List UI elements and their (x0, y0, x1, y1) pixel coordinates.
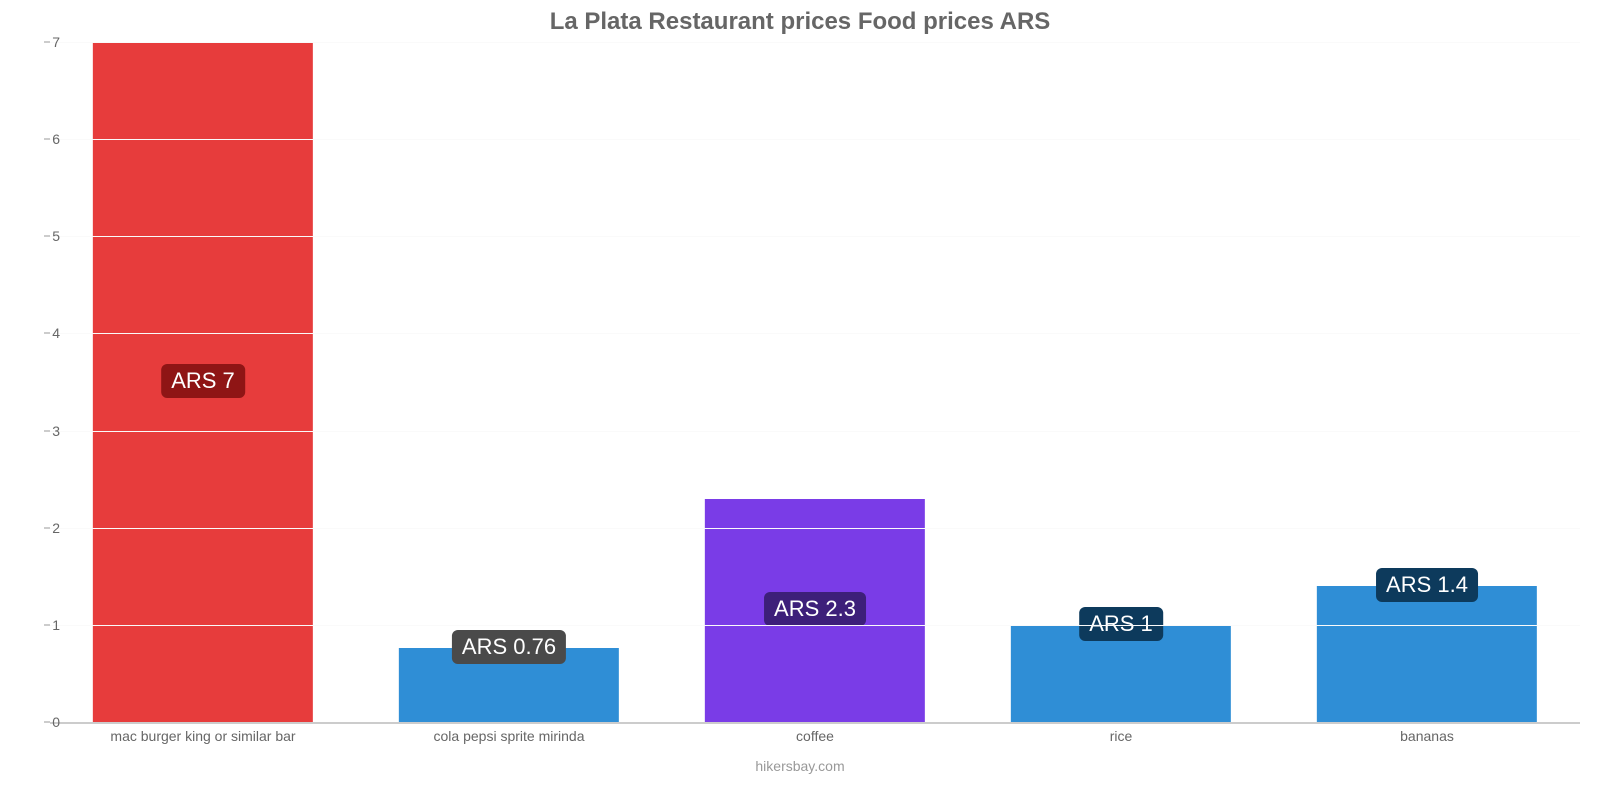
chart-title: La Plata Restaurant prices Food prices A… (0, 8, 1600, 36)
bar-slot: ARS 7 (50, 42, 356, 722)
grid-line (50, 236, 1580, 237)
grid-line (50, 431, 1580, 432)
grid-line (50, 333, 1580, 334)
grid-line (50, 139, 1580, 140)
x-tick-label: mac burger king or similar bar (50, 728, 356, 744)
bar-slot: ARS 2.3 (662, 42, 968, 722)
grid-line (50, 528, 1580, 529)
x-tick-label: cola pepsi sprite mirinda (356, 728, 662, 744)
bar-value-label: ARS 7 (161, 364, 245, 398)
x-tick-label: bananas (1274, 728, 1580, 744)
x-axis-labels: mac burger king or similar barcola pepsi… (50, 728, 1580, 744)
bar-slot: ARS 1.4 (1274, 42, 1580, 722)
y-tick-label: 2 (20, 520, 60, 536)
bar (1317, 586, 1537, 722)
y-tick-label: 4 (20, 325, 60, 341)
y-tick-label: 1 (20, 617, 60, 633)
grid-line (50, 722, 1580, 724)
bars-container: ARS 7 ARS 0.76 ARS 2.3 ARS 1 ARS 1.4 (50, 42, 1580, 722)
bar-chart: La Plata Restaurant prices Food prices A… (0, 0, 1600, 800)
bar-value-label: ARS 0.76 (452, 630, 566, 664)
grid-line (50, 625, 1580, 626)
x-tick-label: rice (968, 728, 1274, 744)
y-tick-label: 0 (20, 714, 60, 730)
plot-area: ARS 7 ARS 0.76 ARS 2.3 ARS 1 ARS 1.4 (50, 42, 1580, 722)
bar-slot: ARS 0.76 (356, 42, 662, 722)
y-tick-label: 6 (20, 131, 60, 147)
bar-value-label: ARS 1.4 (1376, 568, 1478, 602)
y-tick-label: 5 (20, 228, 60, 244)
x-tick-label: coffee (662, 728, 968, 744)
grid-line (50, 42, 1580, 43)
y-tick-label: 3 (20, 423, 60, 439)
y-tick-label: 7 (20, 34, 60, 50)
credit-text: hikersbay.com (0, 758, 1600, 774)
bar-value-label: ARS 2.3 (764, 592, 866, 626)
bar-slot: ARS 1 (968, 42, 1274, 722)
